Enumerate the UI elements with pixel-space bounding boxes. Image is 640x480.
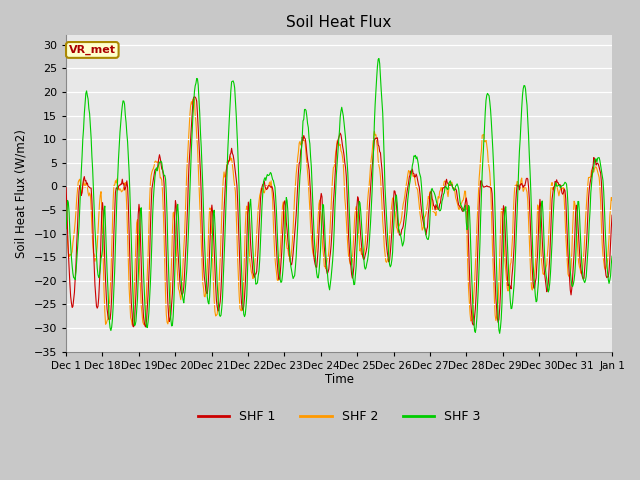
Text: VR_met: VR_met xyxy=(69,45,116,55)
X-axis label: Time: Time xyxy=(324,373,353,386)
Y-axis label: Soil Heat Flux (W/m2): Soil Heat Flux (W/m2) xyxy=(15,129,28,258)
Title: Soil Heat Flux: Soil Heat Flux xyxy=(286,15,392,30)
Legend: SHF 1, SHF 2, SHF 3: SHF 1, SHF 2, SHF 3 xyxy=(193,405,486,428)
